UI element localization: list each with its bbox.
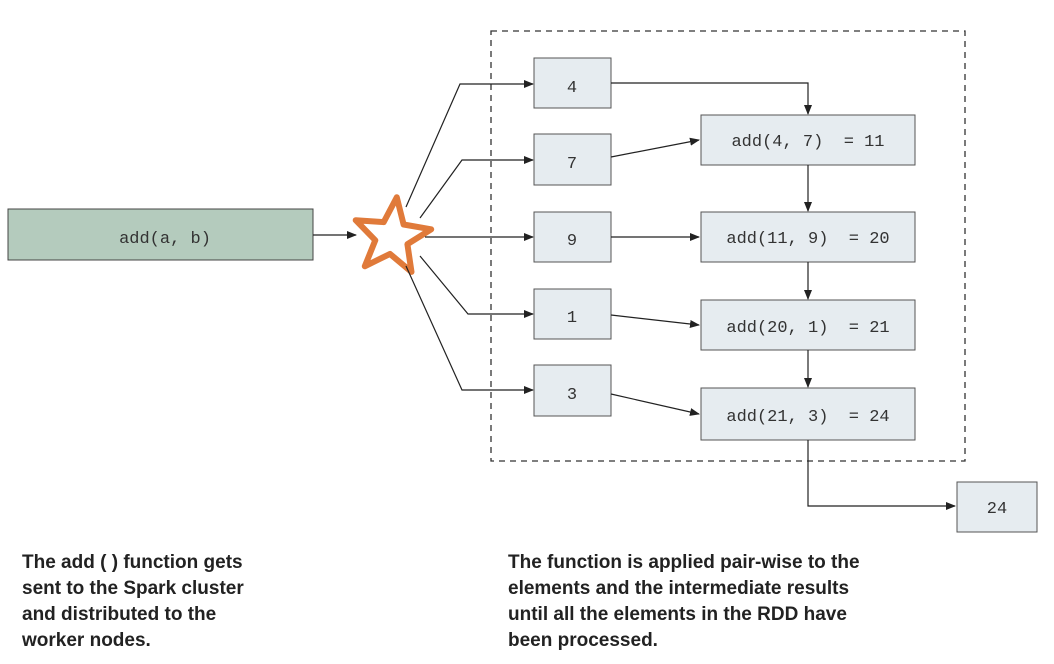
caption-line: The function is applied pair-wise to the — [508, 552, 860, 573]
caption-line: worker nodes. — [22, 630, 151, 651]
arrow-star-to-element-3 — [405, 265, 534, 394]
final-result-box: 24 — [956, 481, 1038, 533]
element-box: 7 — [533, 133, 612, 186]
result-label: add(21, 3) = 24 — [726, 408, 889, 427]
source-function-label: add(a, b) — [119, 230, 211, 249]
arrow-star-to-element-7 — [419, 156, 534, 219]
element-box: 9 — [533, 211, 612, 263]
result-box: add(4, 7) = 11 — [700, 114, 916, 166]
result-label: add(11, 9) = 20 — [726, 230, 889, 249]
element-value: 9 — [567, 232, 577, 251]
caption-line: sent to the Spark cluster — [22, 578, 244, 599]
result-box: add(11, 9) = 20 — [700, 211, 916, 263]
arrow-star-to-element-4 — [405, 80, 534, 208]
arrow-element-7-to-result — [610, 137, 700, 158]
source-function-box: add(a, b) — [7, 208, 314, 261]
result-box: add(20, 1) = 21 — [700, 299, 916, 351]
element-value: 3 — [567, 386, 577, 405]
element-value: 7 — [567, 155, 577, 174]
element-box: 3 — [533, 364, 612, 417]
element-box: 1 — [533, 288, 612, 340]
arrow-star-to-element-1 — [419, 255, 534, 318]
arrow-element-1-to-result — [610, 314, 700, 328]
arrow-element-3-to-result — [610, 393, 700, 416]
final-result-value: 24 — [987, 500, 1007, 519]
cluster-boundary — [490, 30, 966, 462]
caption-line: The add ( ) function gets — [22, 552, 243, 573]
caption-right: The function is applied pair-wise to the… — [508, 550, 860, 654]
arrow-element-4-to-result — [611, 82, 812, 115]
result-label: add(20, 1) = 21 — [726, 319, 889, 338]
result-box: add(21, 3) = 24 — [700, 387, 916, 441]
result-label: add(4, 7) = 11 — [731, 133, 884, 152]
caption-line: elements and the intermediate results — [508, 578, 850, 599]
element-value: 4 — [567, 79, 577, 98]
arrow-to-final-result — [807, 440, 956, 510]
caption-line: until all the elements in the RDD have — [508, 604, 847, 625]
element-box: 4 — [533, 57, 612, 109]
caption-line: been processed. — [508, 630, 658, 651]
element-value: 1 — [567, 309, 577, 328]
star-icon — [352, 194, 435, 275]
caption-line: and distributed to the — [22, 604, 217, 625]
caption-left: The add ( ) function gets sent to the Sp… — [22, 550, 244, 654]
